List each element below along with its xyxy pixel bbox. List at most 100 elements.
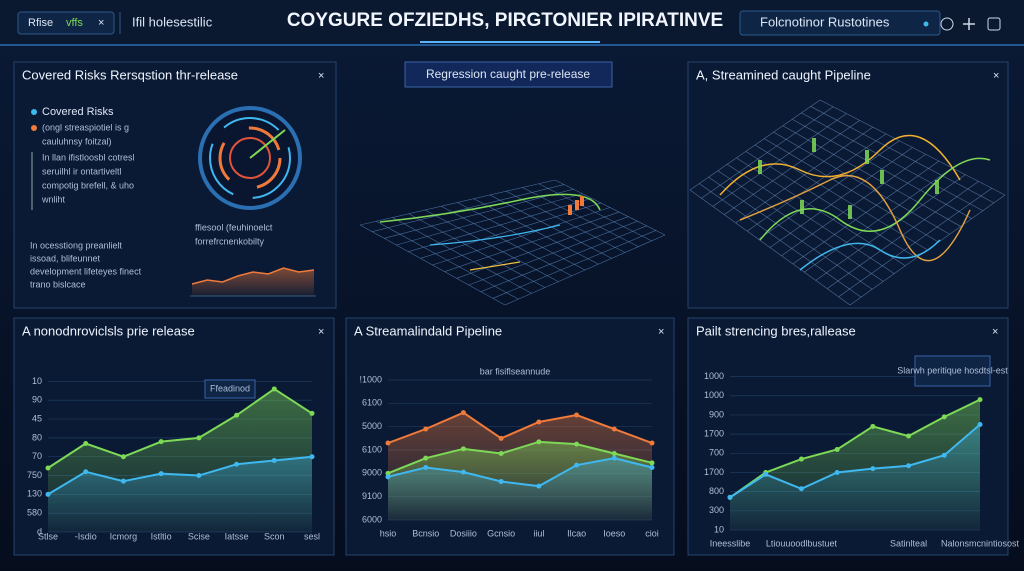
tab[interactable] — [17, 11, 115, 35]
data-point — [870, 466, 876, 472]
data-point — [941, 414, 947, 420]
spike — [568, 205, 572, 215]
y-tick-label: 1000 — [704, 390, 724, 400]
y-tick-label: 130 — [27, 489, 42, 499]
mini-area — [192, 268, 314, 296]
gauge-caption: ffiesool (feuhinoelct — [195, 222, 273, 232]
x-tick-label: Iatsse — [225, 531, 249, 541]
grid-line — [492, 230, 656, 299]
data-point — [498, 479, 504, 484]
annotation-box — [204, 379, 256, 399]
annotation: bar fisiflseannude — [480, 366, 551, 376]
x-tick-label: Ltiouuoodlbustuet — [766, 538, 838, 548]
grid-line — [819, 99, 1006, 196]
data-point — [536, 483, 542, 489]
grid-line — [769, 147, 913, 248]
y-tick-label: 10 — [32, 376, 42, 386]
mini-chart — [190, 267, 316, 297]
data-point — [834, 469, 840, 475]
status-dot — [923, 21, 929, 27]
data-point — [574, 441, 580, 447]
series-line — [729, 398, 981, 499]
y-tick-label: 300 — [709, 505, 724, 515]
y-tick-label: d — [37, 526, 42, 536]
grid-line — [804, 167, 953, 273]
spike — [848, 205, 852, 219]
spike — [758, 160, 762, 174]
trace — [799, 239, 941, 271]
data-point — [727, 494, 733, 500]
data-point — [498, 435, 504, 441]
settings-icon[interactable] — [940, 17, 954, 31]
y-tick-label: 6100 — [362, 444, 382, 454]
x-tick-label: -Isdio — [75, 531, 97, 541]
series-line — [387, 440, 653, 475]
panel-close[interactable]: × — [658, 326, 664, 338]
tab-label[interactable]: vffs — [66, 17, 83, 29]
perspective-grid — [689, 99, 1006, 306]
grid-line — [554, 179, 666, 236]
spike — [575, 200, 579, 210]
annotation: Slarwh peritique hosdtsl-est — [897, 365, 1008, 375]
data-point — [611, 455, 617, 461]
panel-close[interactable]: × — [992, 326, 998, 338]
panel-close[interactable]: × — [318, 70, 324, 82]
exit-icon[interactable] — [987, 17, 1001, 31]
legend-label: (ongl streaspiotiel is g — [42, 122, 129, 132]
legend-dot — [31, 109, 37, 115]
grid-line — [801, 112, 983, 211]
note: wnliht — [41, 194, 66, 204]
mini-line — [191, 267, 315, 285]
series-area — [730, 424, 980, 530]
data-point — [906, 433, 912, 439]
grid-line — [791, 119, 972, 219]
data-point — [834, 446, 840, 452]
x-tick-label: Scon — [264, 531, 285, 541]
legend-dot — [31, 125, 37, 131]
x-tick-label: sesl — [304, 531, 320, 541]
y-tick-label: 750 — [27, 470, 42, 480]
spike — [800, 200, 804, 214]
x-tick-label: Ioeso — [603, 528, 625, 538]
subtitle: Ifil holesestilic — [132, 14, 213, 29]
x-tick-label: Nalonsmcnintiosost — [941, 538, 1020, 548]
spike — [812, 138, 816, 152]
tab-label[interactable]: Rfise — [28, 17, 53, 29]
data-point — [498, 451, 504, 456]
grid-line — [538, 183, 652, 242]
y-tick-label: 80 — [32, 432, 42, 442]
data-point — [649, 465, 655, 470]
note: In llan ifistloosbl cotresl — [42, 152, 135, 162]
label-box — [404, 61, 613, 88]
data-point — [798, 456, 804, 462]
x-tick-label: Stlse — [38, 531, 58, 541]
y-tick-label: 9100 — [362, 491, 382, 501]
tab-close[interactable]: × — [98, 17, 104, 29]
data-point — [423, 426, 429, 432]
data-point — [611, 451, 617, 456]
x-tick-label: Bcnsio — [412, 528, 439, 538]
data-point — [234, 461, 240, 467]
add-icon[interactable] — [963, 18, 975, 30]
y-tick-label: 700 — [709, 448, 724, 458]
grid-line — [504, 234, 666, 306]
data-point — [460, 446, 466, 452]
data-point — [536, 439, 542, 445]
x-tick-label: Icmorg — [110, 531, 138, 541]
data-point — [45, 491, 51, 497]
data-point — [423, 465, 429, 470]
data-point — [45, 465, 51, 471]
search-box[interactable] — [739, 10, 941, 36]
trace — [469, 261, 521, 271]
x-tick-label: Gcnsio — [487, 528, 515, 538]
annotation: Ffeadinod — [210, 383, 250, 393]
series-line — [47, 387, 313, 469]
panel-close[interactable]: × — [318, 326, 324, 338]
grid-line — [810, 106, 995, 204]
y-tick-label: 5000 — [362, 421, 382, 431]
data-point — [385, 474, 391, 480]
panel-close[interactable]: × — [993, 70, 999, 82]
data-point — [649, 440, 655, 446]
data-point — [870, 423, 876, 429]
